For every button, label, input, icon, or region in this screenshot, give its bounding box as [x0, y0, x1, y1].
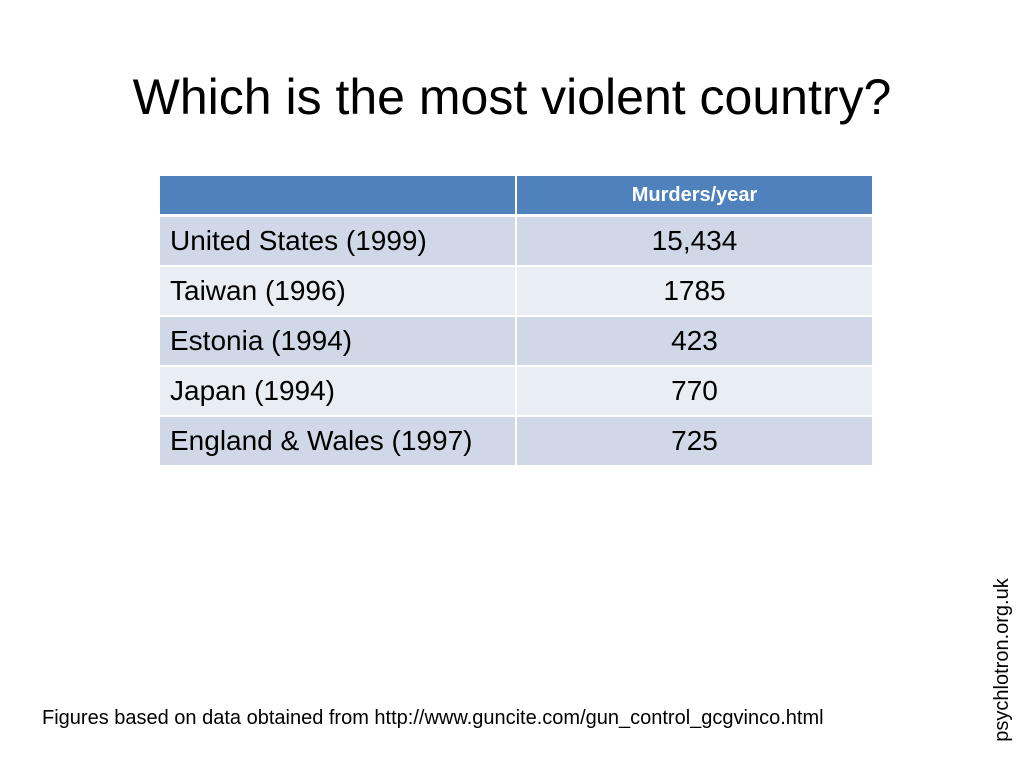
table-row: Japan (1994) 770 [160, 366, 872, 417]
table-row: United States (1999) 15,434 [160, 215, 872, 267]
table-header-murders: Murders/year [516, 176, 872, 217]
table-header-country [160, 176, 517, 217]
murders-cell: 725 [516, 416, 872, 467]
table-row: England & Wales (1997) 725 [160, 416, 872, 467]
source-note: Figures based on data obtained from http… [42, 707, 824, 729]
murders-cell: 15,434 [516, 215, 872, 267]
table-row: Estonia (1994) 423 [160, 316, 872, 367]
country-cell: Estonia (1994) [160, 316, 517, 367]
murders-cell: 423 [516, 316, 872, 367]
table-header-row: Murders/year [160, 176, 872, 217]
country-cell: England & Wales (1997) [160, 416, 517, 467]
site-label: psychlotron.org.uk [991, 578, 1013, 742]
country-cell: Taiwan (1996) [160, 266, 517, 317]
murders-cell: 1785 [516, 266, 872, 317]
slide-title: Which is the most violent country? [132, 69, 892, 125]
table-row: Taiwan (1996) 1785 [160, 266, 872, 317]
murders-table: Murders/year United States (1999) 15,434… [160, 176, 872, 467]
country-cell: Japan (1994) [160, 366, 517, 417]
murders-cell: 770 [516, 366, 872, 417]
country-cell: United States (1999) [160, 215, 517, 267]
